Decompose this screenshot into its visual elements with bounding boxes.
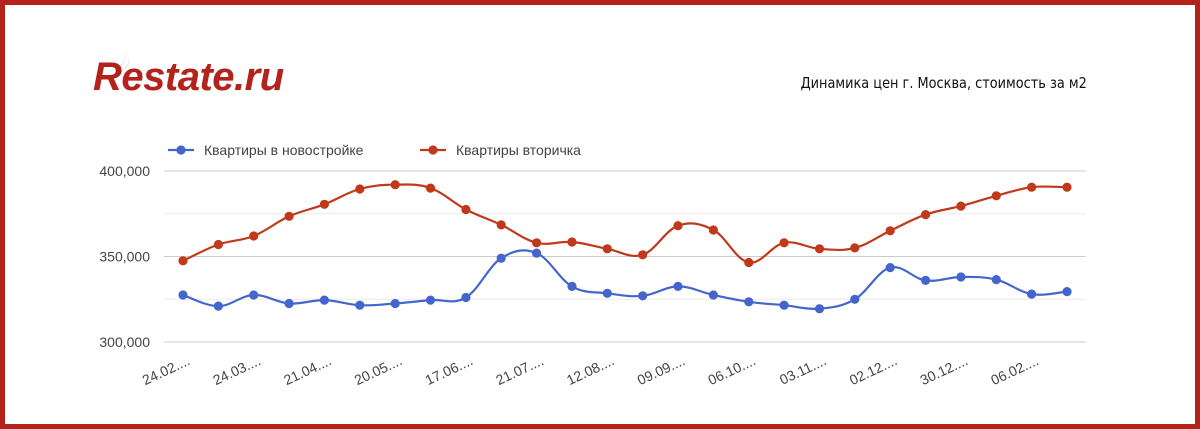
data-point[interactable] bbox=[213, 239, 223, 250]
data-point[interactable] bbox=[1062, 287, 1072, 297]
y-tick-label: 300,000 bbox=[99, 334, 150, 350]
data-point[interactable] bbox=[814, 304, 825, 314]
data-point[interactable] bbox=[178, 256, 188, 266]
grid-layer bbox=[164, 170, 1086, 343]
x-tick-label: 02.12.... bbox=[847, 352, 900, 388]
data-point[interactable] bbox=[673, 221, 683, 231]
data-point[interactable] bbox=[496, 220, 506, 230]
x-tick-label: 03.11.... bbox=[777, 352, 829, 387]
data-point[interactable] bbox=[602, 244, 612, 254]
legend-swatch-marker bbox=[428, 145, 438, 155]
data-point[interactable] bbox=[532, 238, 542, 248]
x-tick-label: 17.06.... bbox=[423, 352, 476, 388]
data-point[interactable] bbox=[355, 300, 365, 310]
x-tick-label: 06.10.... bbox=[705, 352, 758, 388]
x-tick-label: 21.07.... bbox=[493, 352, 546, 388]
x-tick-label: 24.02.... bbox=[140, 352, 193, 388]
series-line-1 bbox=[182, 183, 1068, 264]
data-point[interactable] bbox=[319, 199, 329, 209]
data-point[interactable] bbox=[1027, 289, 1037, 299]
x-axis-ticks: 24.02.... 24.03.... 21.04.... 20.05.... 17.0… bbox=[140, 352, 1041, 388]
data-point[interactable] bbox=[249, 231, 259, 241]
data-point[interactable] bbox=[673, 281, 683, 291]
data-point[interactable] bbox=[921, 210, 931, 220]
data-point[interactable] bbox=[885, 263, 895, 273]
legend-item[interactable]: Квартиры вторичка bbox=[420, 142, 581, 158]
data-point[interactable] bbox=[744, 297, 754, 307]
data-point[interactable] bbox=[461, 292, 471, 303]
data-point[interactable] bbox=[1027, 182, 1037, 192]
data-point[interactable] bbox=[779, 238, 789, 248]
data-point[interactable] bbox=[390, 180, 400, 190]
x-tick-label: 12.08.... bbox=[564, 352, 617, 388]
data-point[interactable] bbox=[708, 225, 719, 235]
series-line-0 bbox=[182, 249, 1068, 310]
x-tick-label: 30.12.... bbox=[918, 352, 971, 388]
data-point[interactable] bbox=[850, 243, 860, 253]
data-point[interactable] bbox=[284, 211, 294, 221]
data-point[interactable] bbox=[991, 191, 1001, 201]
data-point[interactable] bbox=[213, 301, 223, 311]
logo-swoosh-icon bbox=[115, 49, 130, 75]
data-point[interactable] bbox=[602, 288, 612, 298]
data-point[interactable] bbox=[532, 248, 542, 258]
data-point[interactable] bbox=[425, 183, 436, 193]
data-point[interactable] bbox=[355, 184, 365, 194]
data-point[interactable] bbox=[496, 253, 506, 263]
data-point[interactable] bbox=[708, 290, 719, 300]
data-point[interactable] bbox=[567, 281, 577, 291]
data-point[interactable] bbox=[885, 226, 895, 236]
y-tick-label: 350,000 bbox=[99, 249, 150, 265]
legend-label: Квартиры вторичка bbox=[456, 142, 581, 158]
series-layer bbox=[178, 180, 1072, 314]
data-point[interactable] bbox=[425, 295, 436, 305]
data-point[interactable] bbox=[1062, 182, 1072, 192]
data-point[interactable] bbox=[850, 294, 860, 304]
data-point[interactable] bbox=[779, 300, 789, 310]
data-point[interactable] bbox=[956, 272, 966, 282]
data-point[interactable] bbox=[284, 298, 294, 309]
data-point[interactable] bbox=[991, 275, 1001, 285]
data-point[interactable] bbox=[814, 244, 825, 254]
data-point[interactable] bbox=[638, 291, 648, 301]
x-tick-label: 24.03.... bbox=[210, 352, 263, 388]
logo-text: Restate.ru bbox=[93, 55, 284, 99]
data-point[interactable] bbox=[461, 204, 471, 215]
data-point[interactable] bbox=[638, 250, 648, 260]
y-axis-ticks: 300,000 350,000 400,000 bbox=[99, 163, 150, 350]
data-point[interactable] bbox=[249, 290, 259, 300]
data-point[interactable] bbox=[567, 237, 577, 247]
x-tick-label: 20.05.... bbox=[352, 352, 405, 388]
legend-item[interactable]: Квартиры в новостройке bbox=[168, 142, 364, 158]
data-point[interactable] bbox=[178, 290, 188, 300]
data-point[interactable] bbox=[390, 298, 400, 309]
data-point[interactable] bbox=[956, 201, 966, 211]
x-tick-label: 06.02.... bbox=[988, 352, 1041, 388]
data-point[interactable] bbox=[319, 295, 329, 305]
restate-logo[interactable]: Restate.ru bbox=[91, 45, 291, 105]
y-tick-label: 400,000 bbox=[99, 163, 150, 179]
x-tick-label: 09.09.... bbox=[635, 352, 688, 388]
data-point[interactable] bbox=[744, 257, 754, 268]
legend-label: Квартиры в новостройке bbox=[204, 142, 364, 158]
legend: Квартиры в новостройке Квартиры вторичка bbox=[168, 142, 581, 158]
x-tick-label: 21.04.... bbox=[281, 352, 334, 388]
legend-swatch-marker bbox=[176, 145, 186, 155]
data-point[interactable] bbox=[921, 275, 931, 285]
chart-title: Динамика цен г. Москва, стоимость за м2 bbox=[800, 74, 1087, 92]
